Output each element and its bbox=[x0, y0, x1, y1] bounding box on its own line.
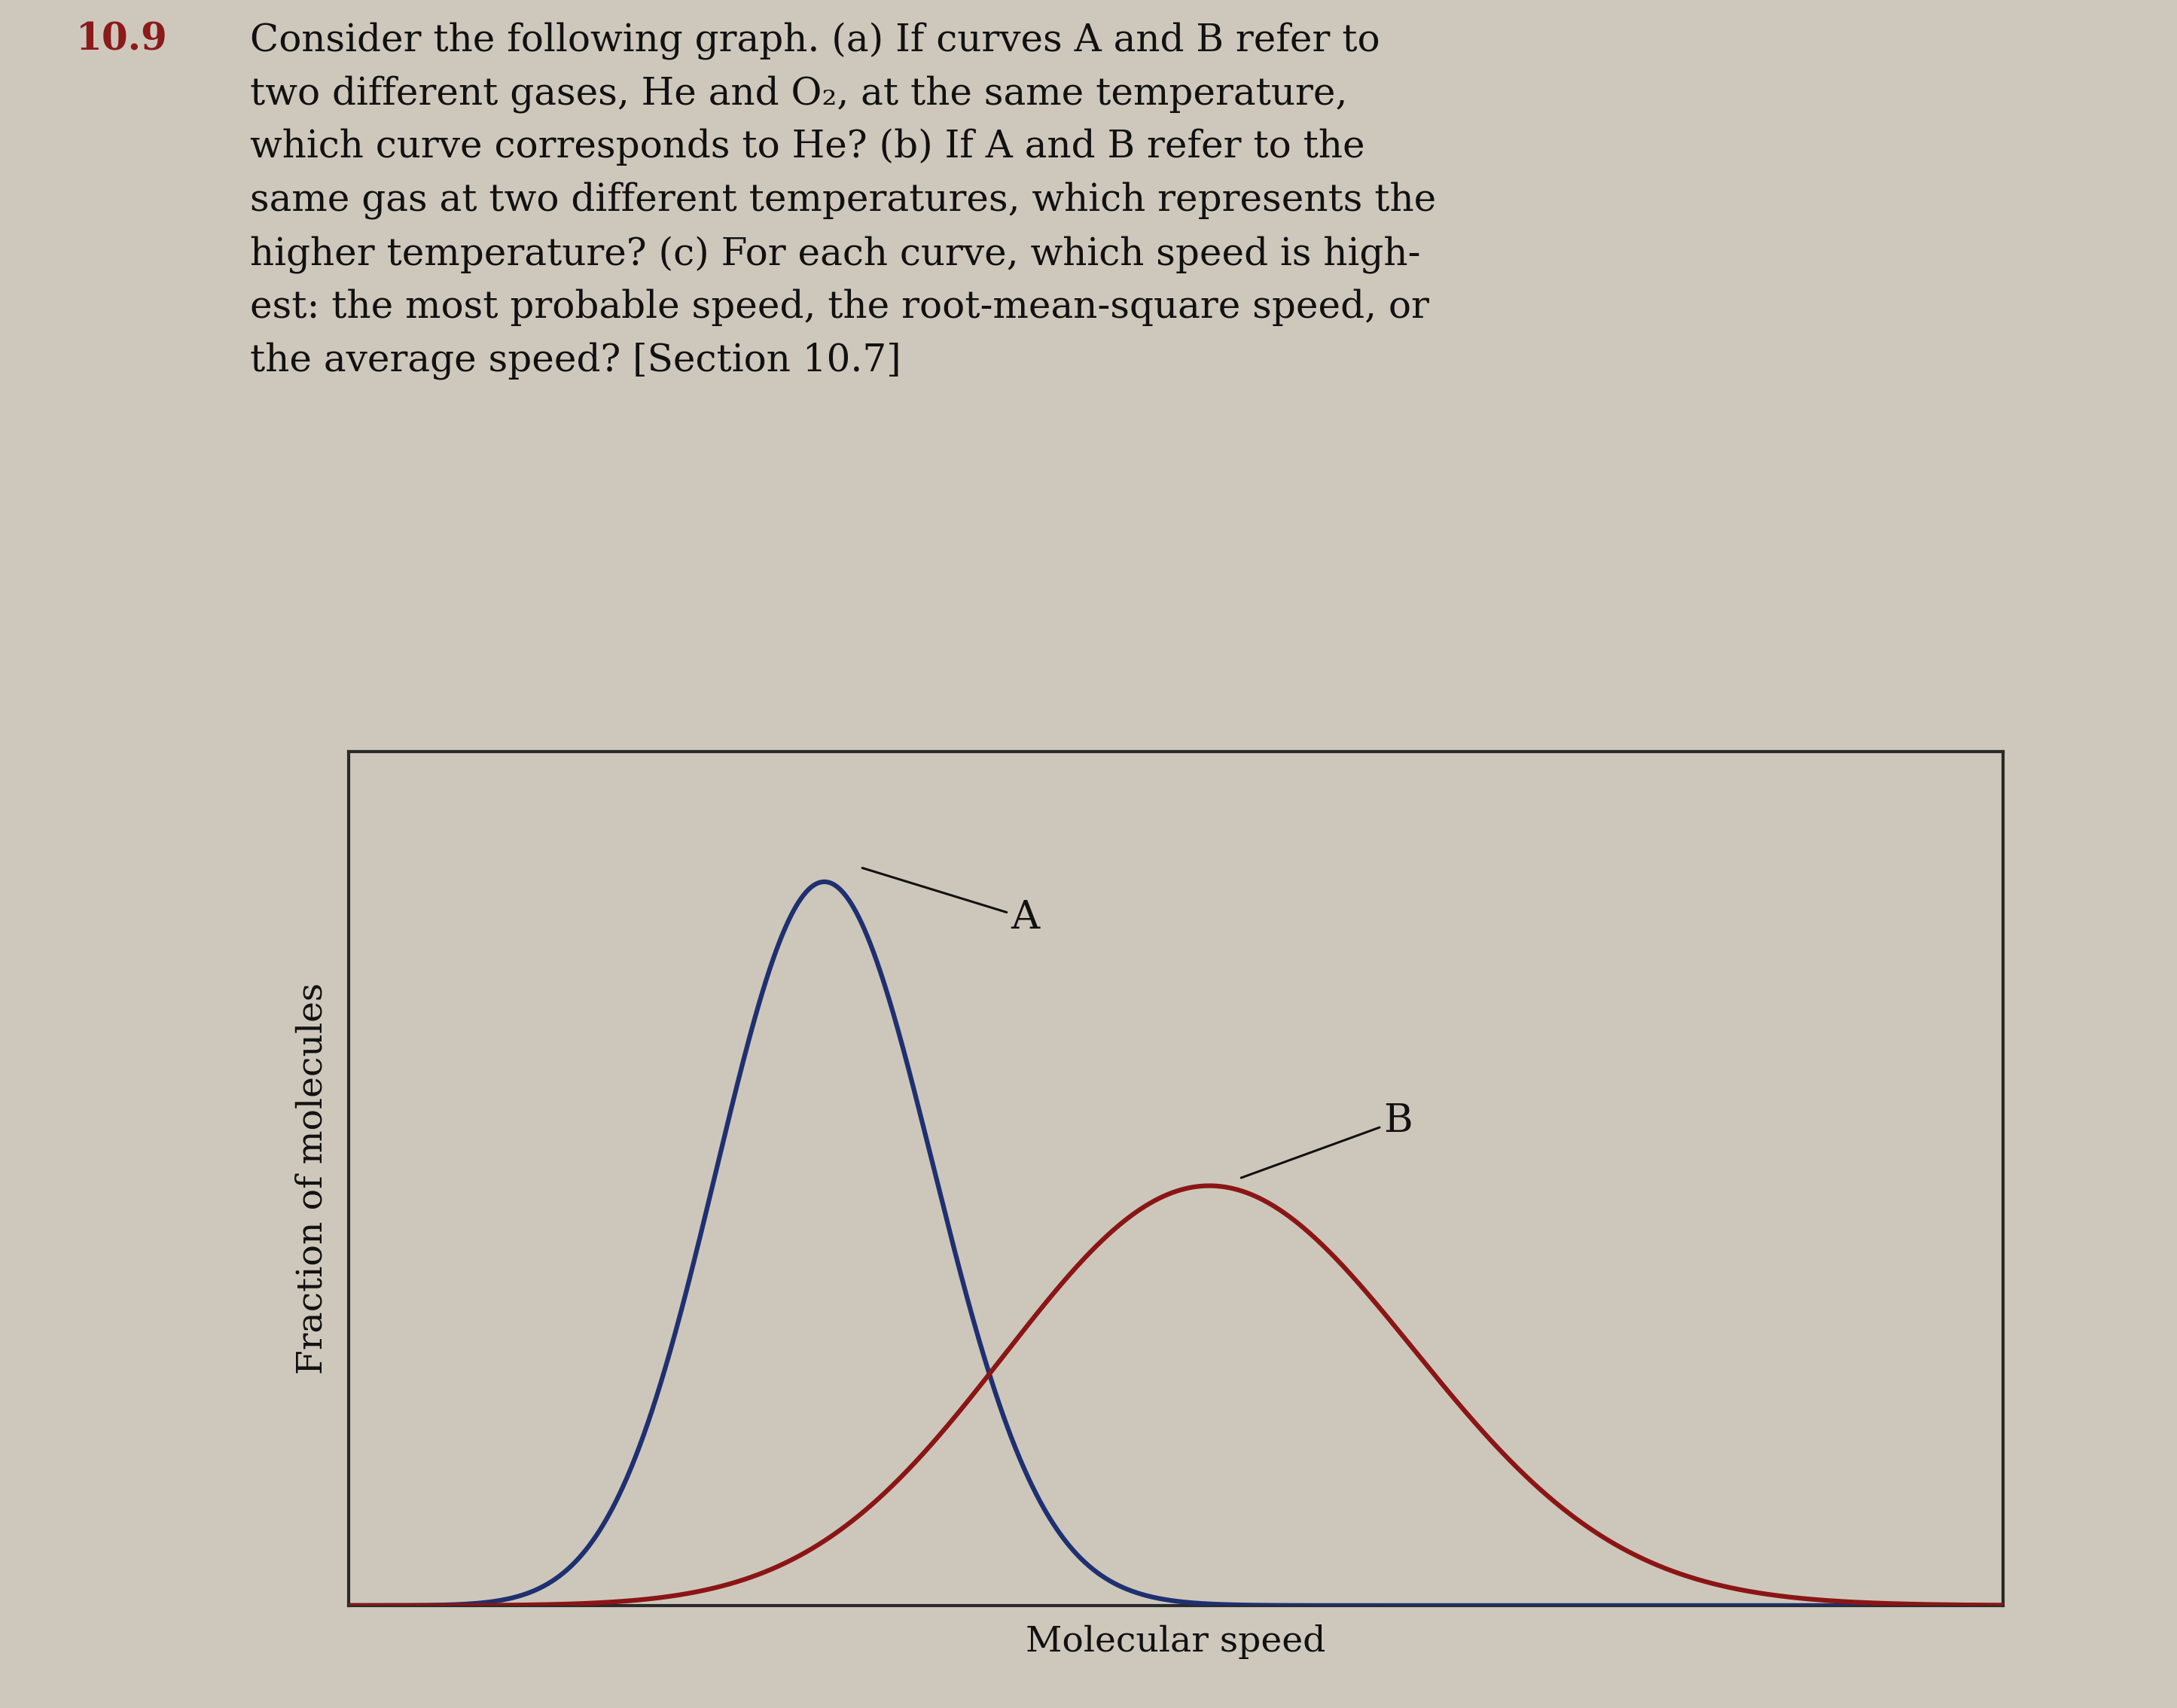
Text: B: B bbox=[1241, 1102, 1413, 1179]
Y-axis label: Fraction of molecules: Fraction of molecules bbox=[296, 982, 329, 1375]
Text: Consider the following graph. (​a​) If curves A and B refer to
two different gas: Consider the following graph. (​a​) If c… bbox=[250, 22, 1437, 379]
Text: A: A bbox=[862, 868, 1038, 938]
Text: 10.9: 10.9 bbox=[76, 22, 168, 58]
X-axis label: Molecular speed: Molecular speed bbox=[1025, 1624, 1326, 1658]
